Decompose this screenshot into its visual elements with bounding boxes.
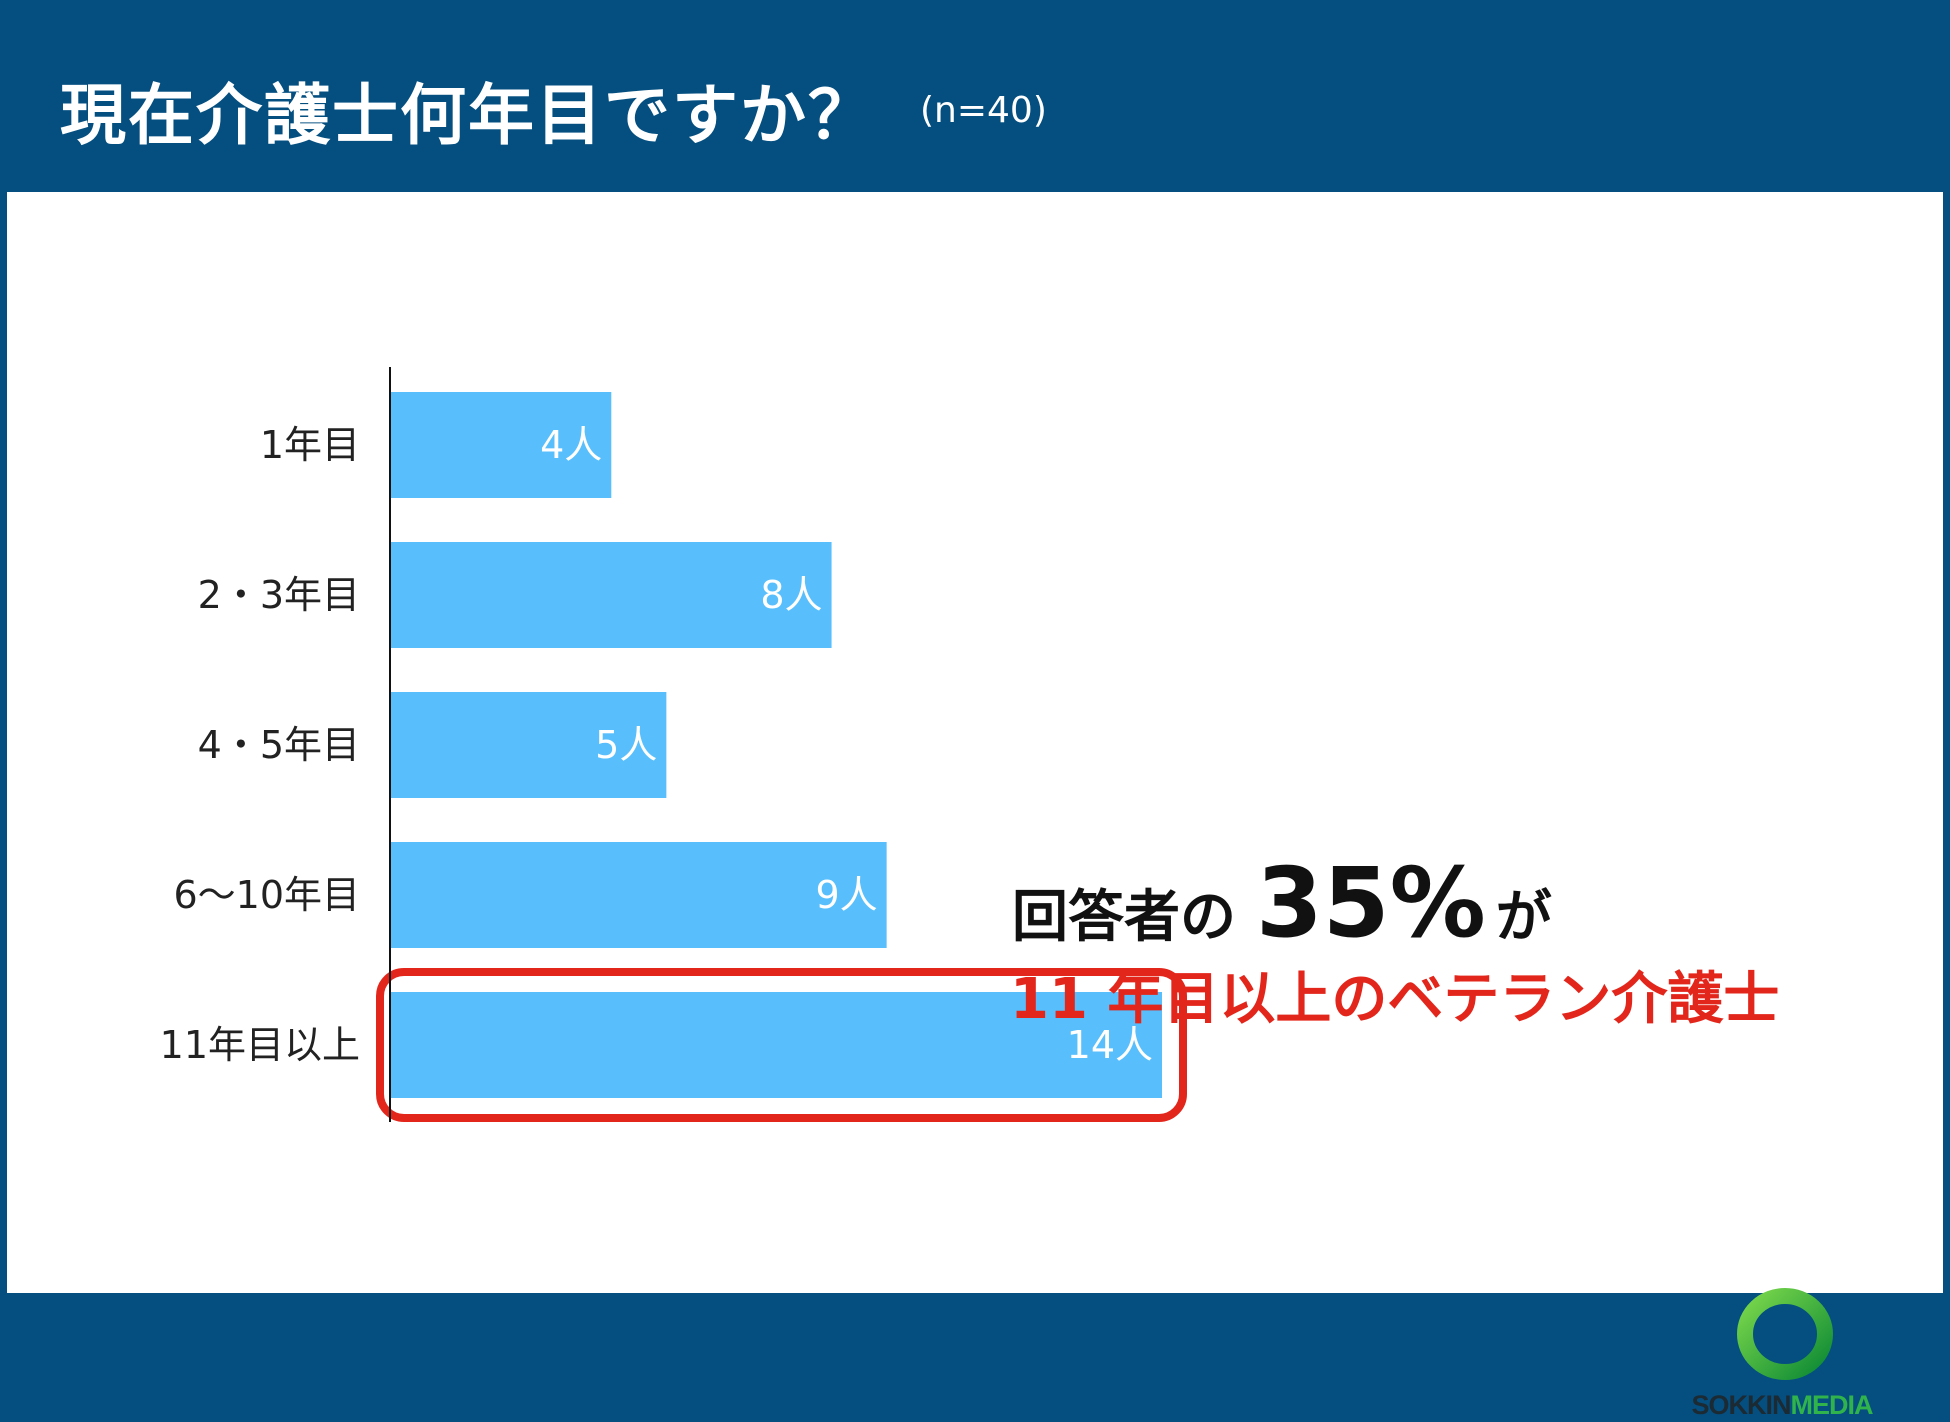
value-label-4: 9人 xyxy=(815,873,877,917)
bar-1 xyxy=(391,392,612,498)
bar-4 xyxy=(391,842,887,948)
value-label-2: 8人 xyxy=(760,573,822,617)
callout-percent: 35% xyxy=(1256,847,1486,959)
value-label-5: 14人 xyxy=(1067,1023,1153,1067)
value-label-3: 5人 xyxy=(595,723,657,767)
bar-chart: 1年目 4人 2・3年目 8人 4・5年目 5人 6〜10年目 9人 11年目以上 14人 xyxy=(160,367,1187,1122)
category-label-4: 6〜10年目 xyxy=(173,873,360,917)
bar-3 xyxy=(391,692,667,798)
logo-word-sokkin: SOKKIN xyxy=(1691,1390,1791,1420)
sample-size: (n=40) xyxy=(920,90,1047,131)
logo-word-media: MEDIA xyxy=(1790,1390,1874,1420)
page-title: 現在介護士何年目ですか？ xyxy=(60,77,876,154)
header-bar: 現在介護士何年目ですか？ (n=40) xyxy=(0,0,1950,190)
callout-subline: 11 年目以上のベテラン介護士 xyxy=(1010,967,1780,1032)
callout-tail: が xyxy=(1495,885,1552,950)
content-panel: 1年目 4人 2・3年目 8人 4・5年目 5人 6〜10年目 9人 11年目以上 14人 回答者… xyxy=(7,192,1943,1420)
highlight-frame xyxy=(376,968,1187,1122)
callout-headline: 回答者の 35% が xyxy=(1012,847,1552,959)
sokkin-media-logo: SOKKINMEDIA xyxy=(1682,1282,1882,1422)
category-label-5: 11年目以上 xyxy=(160,1023,360,1067)
value-label-1: 4人 xyxy=(540,423,602,467)
category-label-1: 1年目 xyxy=(260,423,360,467)
bar-5 xyxy=(391,992,1162,1098)
logo-wordmark: SOKKINMEDIA xyxy=(1682,1390,1882,1421)
callout-lead: 回答者の xyxy=(1012,885,1236,950)
ring-logo-icon xyxy=(1737,1288,1833,1380)
category-label-3: 4・5年目 xyxy=(198,723,360,767)
category-label-2: 2・3年目 xyxy=(198,573,360,617)
bar-2 xyxy=(391,542,832,648)
